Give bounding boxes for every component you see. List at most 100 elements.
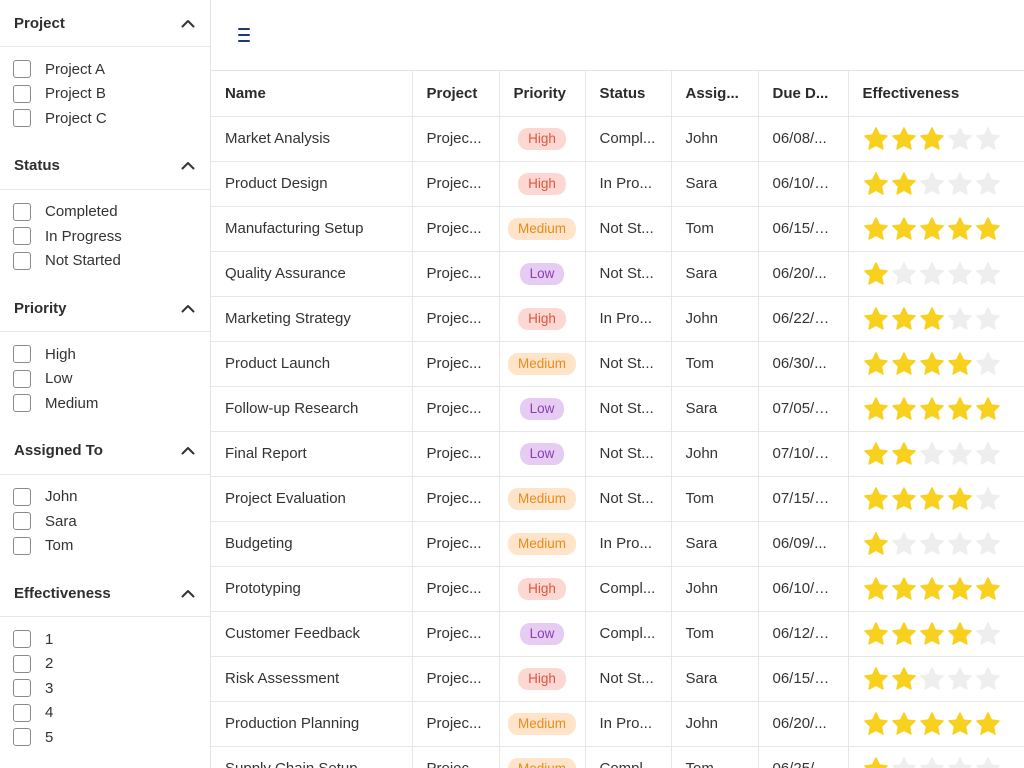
checkbox[interactable] [13,536,31,555]
filter-option-project-b[interactable]: Project B [0,82,210,107]
filter-option-1[interactable]: 1 [0,627,210,652]
star-rating[interactable] [863,261,1011,287]
star-empty-icon[interactable] [947,756,973,768]
star-filled-icon[interactable] [863,396,889,422]
table-row[interactable]: Production Planning Projec... Medium In Pro… [211,701,1024,747]
filter-option-high[interactable]: High [0,342,210,367]
star-filled-icon[interactable] [947,216,973,242]
filter-header-status[interactable]: Status [0,143,210,190]
filter-header-effectiveness[interactable]: Effectiveness [0,570,210,617]
checkbox[interactable] [13,394,31,413]
star-filled-icon[interactable] [975,711,1001,737]
star-empty-icon[interactable] [975,126,1001,152]
star-rating[interactable] [863,171,1011,197]
star-filled-icon[interactable] [975,216,1001,242]
filter-option-completed[interactable]: Completed [0,200,210,225]
star-filled-icon[interactable] [863,441,889,467]
star-empty-icon[interactable] [975,306,1001,332]
star-filled-icon[interactable] [947,351,973,377]
star-empty-icon[interactable] [947,261,973,287]
chevron-up-icon[interactable] [180,15,196,31]
star-rating[interactable] [863,756,1011,768]
checkbox[interactable] [13,654,31,673]
star-empty-icon[interactable] [975,441,1001,467]
column-header-name[interactable]: Name [211,71,413,117]
column-header-assig[interactable]: Assig... [671,71,759,117]
star-filled-icon[interactable] [863,711,889,737]
star-empty-icon[interactable] [947,441,973,467]
star-filled-icon[interactable] [863,531,889,557]
star-filled-icon[interactable] [863,486,889,512]
star-empty-icon[interactable] [919,441,945,467]
filter-option-john[interactable]: John [0,485,210,510]
star-empty-icon[interactable] [891,531,917,557]
filter-option-not-started[interactable]: Not Started [0,249,210,274]
star-empty-icon[interactable] [919,666,945,692]
star-empty-icon[interactable] [919,531,945,557]
checkbox[interactable] [13,227,31,246]
star-filled-icon[interactable] [863,261,889,287]
star-filled-icon[interactable] [863,216,889,242]
checkbox[interactable] [13,369,31,388]
table-row[interactable]: Quality Assurance Projec... Low Not St... Sa… [211,251,1024,297]
table-row[interactable]: Product Launch Projec... Medium Not St... To… [211,341,1024,387]
checkbox[interactable] [13,703,31,722]
column-header-due-d[interactable]: Due D... [758,71,849,117]
star-filled-icon[interactable] [891,351,917,377]
table-row[interactable]: Market Analysis Projec... High Compl... John… [211,116,1024,162]
star-filled-icon[interactable] [891,171,917,197]
star-empty-icon[interactable] [919,171,945,197]
star-empty-icon[interactable] [975,756,1001,768]
star-filled-icon[interactable] [919,396,945,422]
table-row[interactable]: Marketing Strategy Projec... High In Pro...… [211,296,1024,342]
star-rating[interactable] [863,621,1011,647]
star-filled-icon[interactable] [863,666,889,692]
star-rating[interactable] [863,441,1011,467]
star-filled-icon[interactable] [863,576,889,602]
star-empty-icon[interactable] [975,621,1001,647]
filter-option-sara[interactable]: Sara [0,509,210,534]
column-header-effectiveness[interactable]: Effectiveness [848,71,1024,117]
star-filled-icon[interactable] [863,306,889,332]
filter-option-5[interactable]: 5 [0,725,210,750]
star-filled-icon[interactable] [919,621,945,647]
star-empty-icon[interactable] [975,351,1001,377]
star-filled-icon[interactable] [891,486,917,512]
chevron-up-icon[interactable] [180,443,196,459]
checkbox[interactable] [13,512,31,531]
filter-header-assigned-to[interactable]: Assigned To [0,428,210,475]
filter-option-project-a[interactable]: Project A [0,57,210,82]
filter-option-in-progress[interactable]: In Progress [0,224,210,249]
star-rating[interactable] [863,306,1011,332]
filter-option-2[interactable]: 2 [0,652,210,677]
checkbox[interactable] [13,345,31,364]
star-filled-icon[interactable] [975,576,1001,602]
star-filled-icon[interactable] [919,306,945,332]
star-filled-icon[interactable] [919,486,945,512]
star-rating[interactable] [863,666,1011,692]
table-row[interactable]: Budgeting Projec... Medium In Pro... Sara 06/… [211,521,1024,567]
checkbox[interactable] [13,251,31,270]
star-empty-icon[interactable] [947,126,973,152]
star-empty-icon[interactable] [975,486,1001,512]
star-empty-icon[interactable] [947,666,973,692]
star-filled-icon[interactable] [863,756,889,768]
star-filled-icon[interactable] [891,441,917,467]
star-filled-icon[interactable] [891,666,917,692]
checkbox[interactable] [13,728,31,747]
filter-header-priority[interactable]: Priority [0,285,210,332]
column-header-priority[interactable]: Priority [499,71,586,117]
star-filled-icon[interactable] [919,351,945,377]
column-header-project[interactable]: Project [412,71,500,117]
star-filled-icon[interactable] [919,126,945,152]
star-empty-icon[interactable] [891,756,917,768]
checkbox[interactable] [13,630,31,649]
chevron-up-icon[interactable] [180,585,196,601]
star-filled-icon[interactable] [863,351,889,377]
filter-option-medium[interactable]: Medium [0,391,210,416]
table-row[interactable]: Risk Assessment Projec... High Not St... Sar… [211,656,1024,702]
table-row[interactable]: Prototyping Projec... High Compl... John 06/1… [211,566,1024,612]
star-filled-icon[interactable] [891,576,917,602]
star-rating[interactable] [863,126,1011,152]
